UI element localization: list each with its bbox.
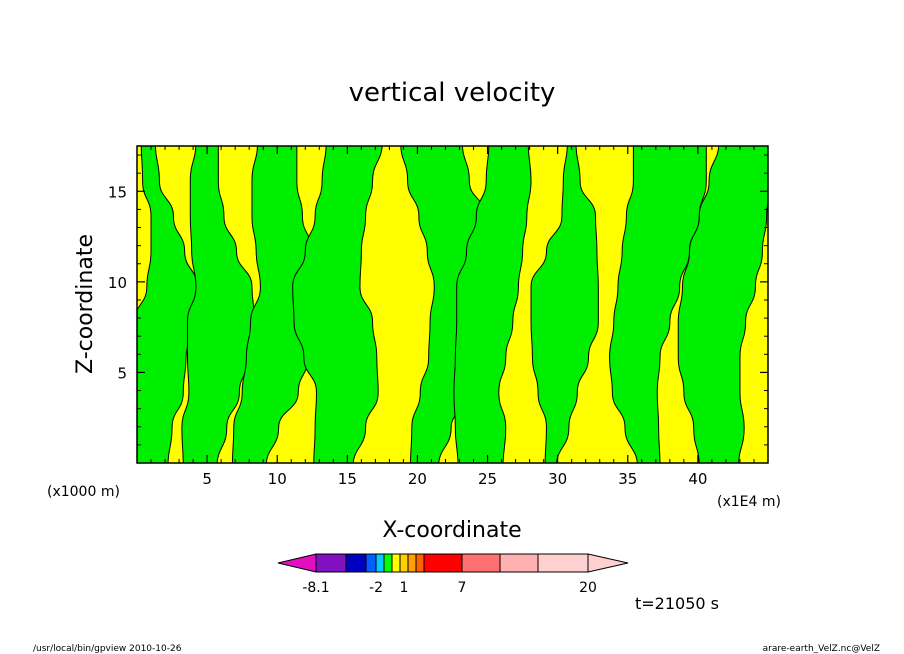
footer-left: /usr/local/bin/gpview 2010-10-26 xyxy=(33,644,182,654)
colorbar-max-triangle xyxy=(587,553,629,573)
y-axis-title: Z-coordinate xyxy=(73,234,98,374)
contour-band xyxy=(609,146,707,463)
colorbar-label: -2 xyxy=(369,580,383,596)
x-tick-label: 20 xyxy=(408,470,427,488)
colorbar-segment xyxy=(423,553,463,573)
colorbar-segment xyxy=(461,553,501,573)
x-axis: 5 10 15 20 25 30 35 40 xyxy=(150,146,755,488)
colorbar-label: -8.1 xyxy=(302,580,329,596)
colorbar-segment xyxy=(315,553,347,573)
x-tick-label: 30 xyxy=(548,470,567,488)
contour-band xyxy=(453,146,532,463)
plot-frame xyxy=(136,145,769,464)
colorbar-min-triangle xyxy=(277,553,317,573)
y-tick-label: 15 xyxy=(108,183,127,201)
y-tick-label: 10 xyxy=(108,274,127,292)
x-axis-title: X-coordinate xyxy=(382,518,521,543)
chart-title: vertical velocity xyxy=(349,78,556,108)
colorbar-segment xyxy=(407,553,417,573)
colorbar-label: 7 xyxy=(458,580,467,596)
colorbar-label: 20 xyxy=(579,580,597,596)
colorbar-segment xyxy=(365,553,377,573)
x-tick-label: 40 xyxy=(688,470,707,488)
contour-band xyxy=(530,146,599,463)
x-unit-right: (x1E4 m) xyxy=(717,494,781,510)
colorbar-segment xyxy=(499,553,539,573)
contour-fills xyxy=(137,146,768,463)
footer-right: arare-earth_VelZ.nc@VelZ xyxy=(763,644,880,654)
colorbar-segment xyxy=(399,553,409,573)
colorbar-segment xyxy=(537,553,589,573)
x-unit-left: (x1000 m) xyxy=(47,484,120,500)
contour-band xyxy=(137,146,198,463)
colorbar-segment xyxy=(415,553,425,573)
colorbar-segment xyxy=(383,553,393,573)
contour-band xyxy=(292,146,383,463)
contour-band xyxy=(677,146,768,463)
time-label: t=21050 s xyxy=(635,594,719,613)
plot-area xyxy=(136,145,769,464)
colorbar: -8.1 -2 1 7 20 xyxy=(277,553,629,596)
y-tick-label: 5 xyxy=(117,364,127,382)
colorbar-segment xyxy=(345,553,367,573)
x-tick-label: 25 xyxy=(478,470,497,488)
y-axis: 5 10 15 xyxy=(108,154,768,446)
colorbar-label: 1 xyxy=(400,580,409,596)
x-tick-label: 35 xyxy=(618,470,637,488)
x-tick-label: 10 xyxy=(268,470,287,488)
x-tick-label: 5 xyxy=(202,470,212,488)
colorbar-segment xyxy=(375,553,385,573)
colorbar-segment xyxy=(391,553,401,573)
x-tick-label: 15 xyxy=(338,470,357,488)
